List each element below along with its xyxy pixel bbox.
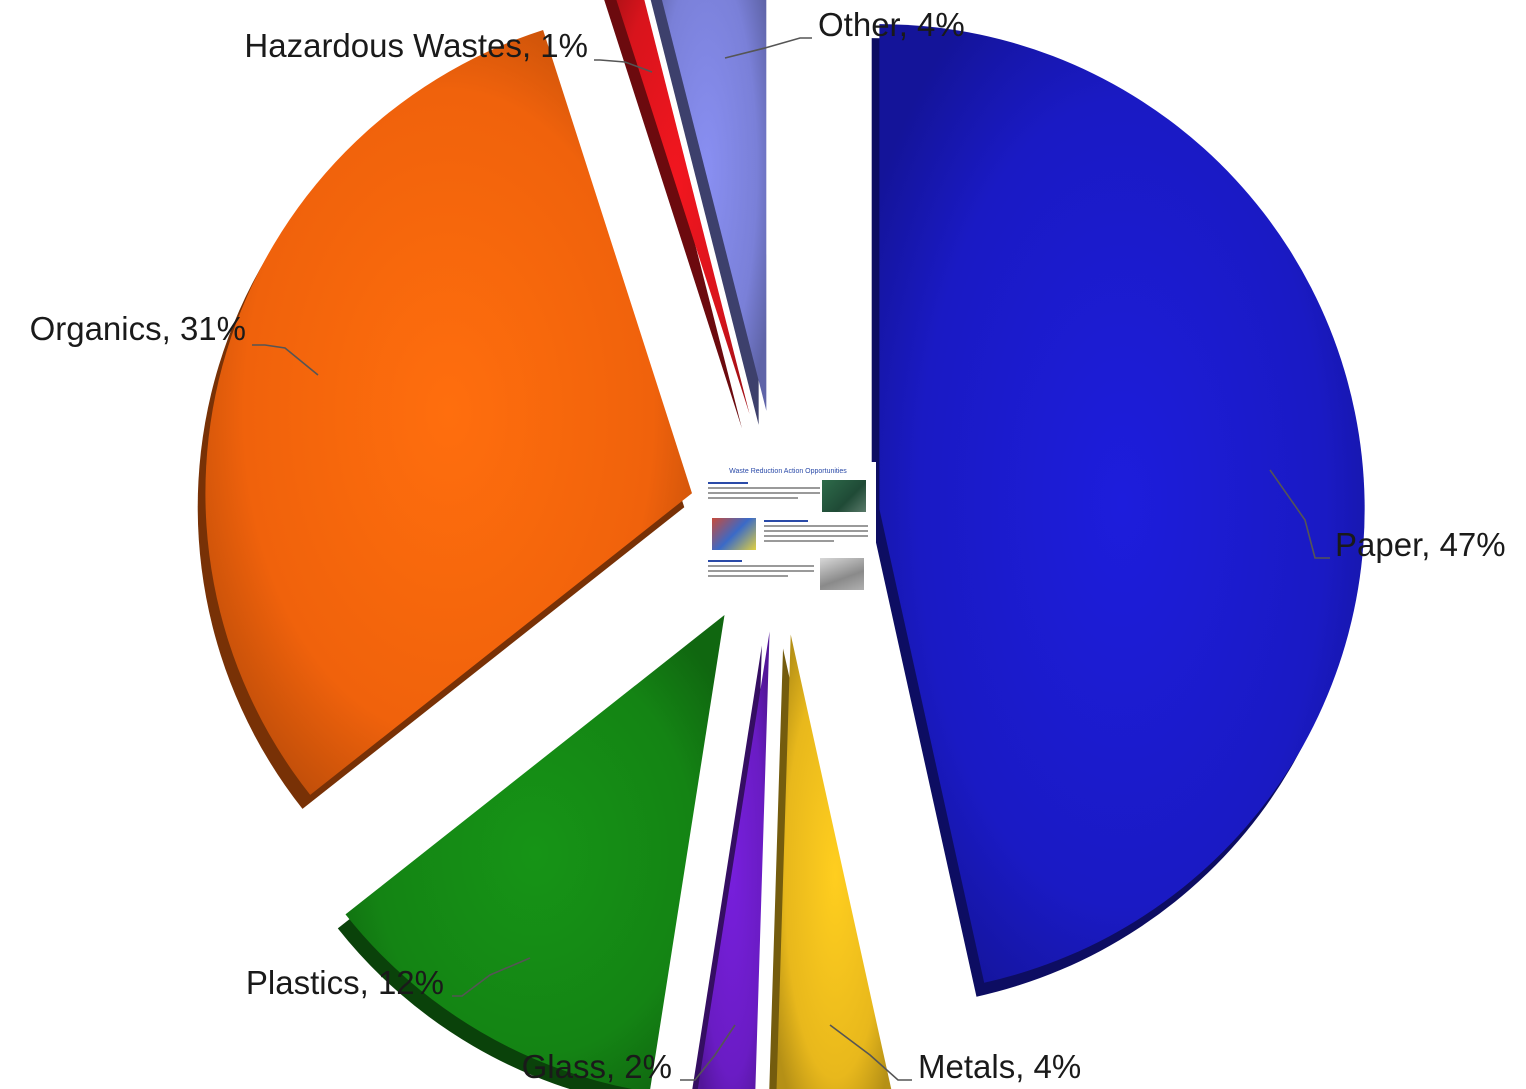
leader-line <box>452 957 531 997</box>
data-label: Hazardous Wastes, 1% <box>244 27 588 64</box>
inset-row <box>708 518 870 552</box>
data-label: Organics, 31% <box>30 310 246 347</box>
inset-row <box>708 558 870 592</box>
data-label: Other, 4% <box>818 6 965 43</box>
data-label: Glass, 2% <box>522 1048 672 1085</box>
inset-image-paper <box>820 558 864 590</box>
inset-text <box>708 560 814 580</box>
inset-row <box>708 480 870 514</box>
pie-slice-paper <box>879 24 1365 983</box>
leader-line <box>1269 469 1330 559</box>
pie-slice-shadow <box>604 0 742 429</box>
inset-image-people <box>712 518 756 550</box>
inset-text <box>764 520 868 545</box>
inset-text <box>708 482 820 502</box>
pie-slice-other <box>661 0 767 411</box>
leader-line <box>680 1024 736 1081</box>
data-label: Paper, 47% <box>1335 526 1506 563</box>
leader-line <box>829 1024 912 1081</box>
inset-title: Waste Reduction Action Opportunities <box>729 468 847 475</box>
inset-thumbnail: Waste Reduction Action Opportunities <box>700 462 876 594</box>
pie-slice-hazardous-wastes <box>616 0 750 415</box>
leader-line <box>252 344 319 376</box>
data-label: Plastics, 12% <box>246 964 444 1001</box>
leader-line <box>594 59 653 73</box>
pie-slice-plastics <box>345 614 725 1089</box>
pie-slice-metals <box>776 634 892 1089</box>
pie-slice-organics <box>205 30 692 795</box>
pie-labels: Paper, 47% Metals, 4% Glass, 2% Plastics, 1… <box>30 6 1506 1085</box>
leader-line <box>724 37 812 59</box>
inset-image-dumpster <box>822 480 866 512</box>
pie-slice-glass <box>697 631 770 1089</box>
pie-slices <box>197 0 1365 1089</box>
data-label: Metals, 4% <box>918 1048 1081 1085</box>
